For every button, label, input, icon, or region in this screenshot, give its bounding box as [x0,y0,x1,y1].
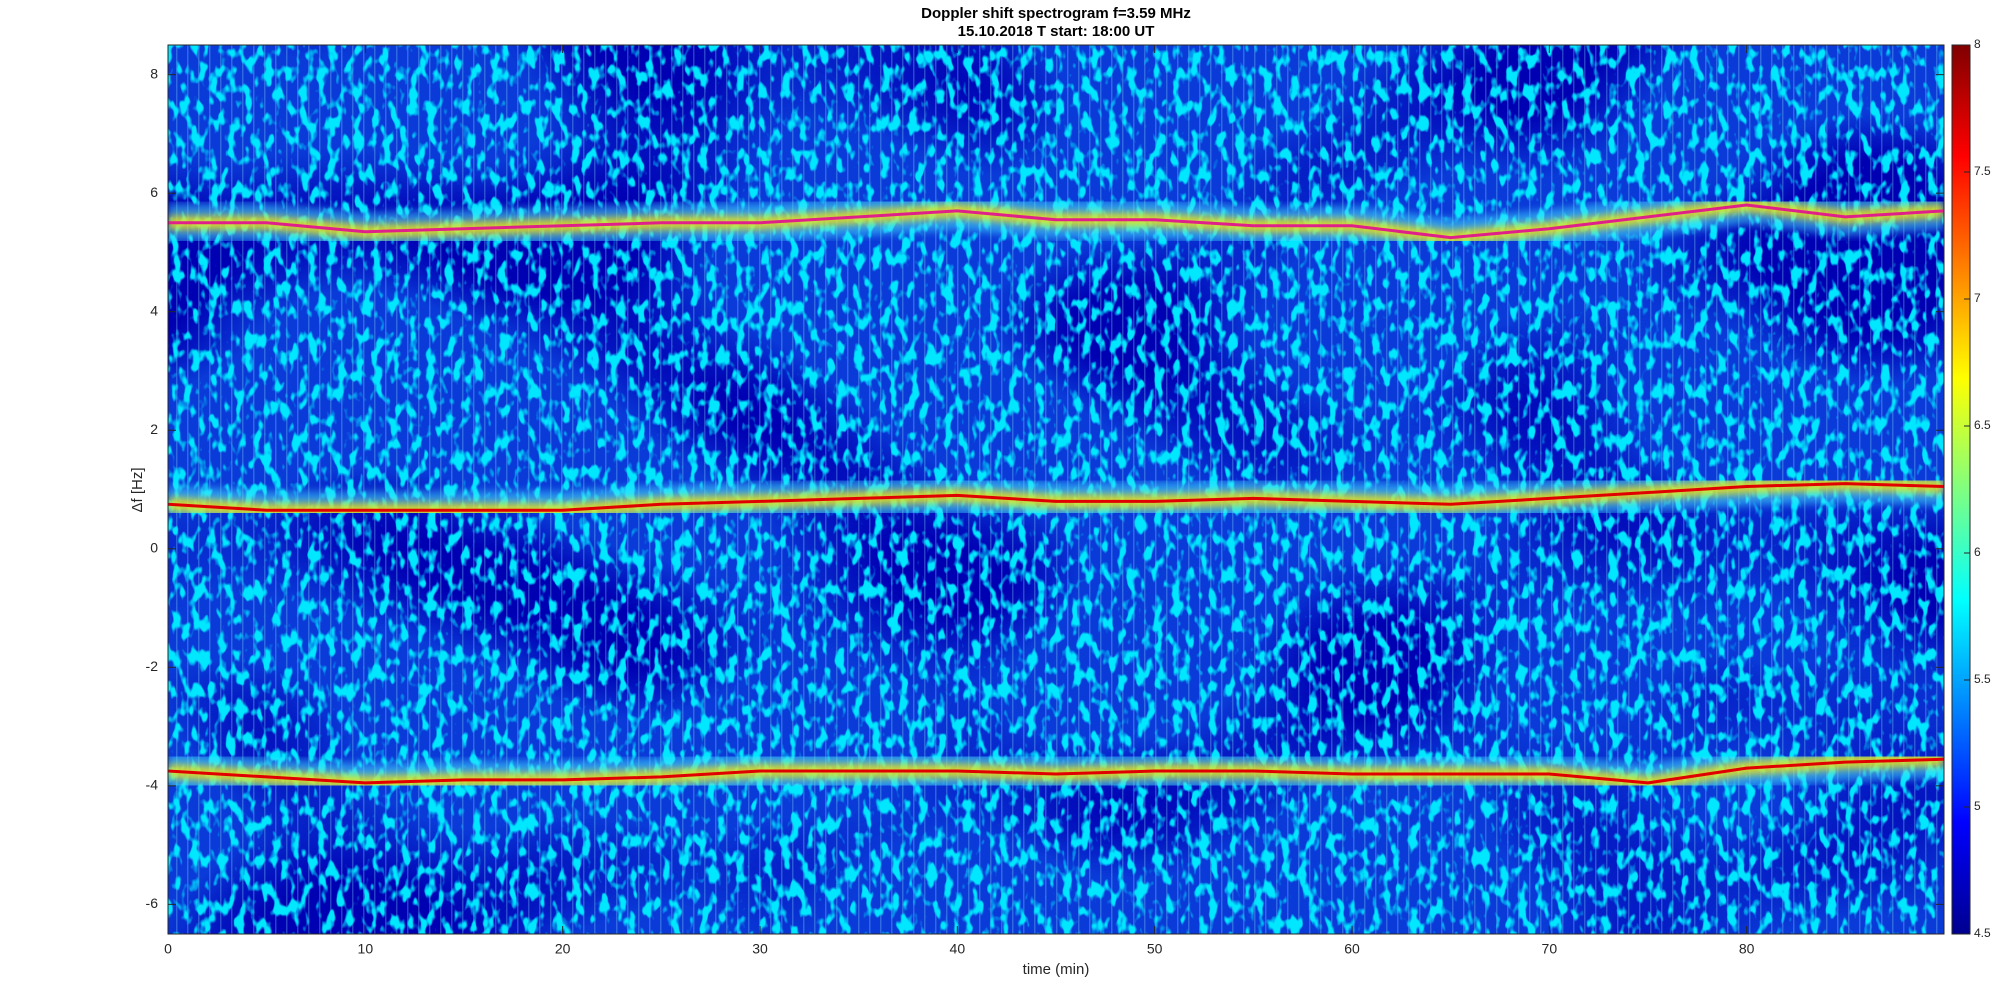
colorbar-tick-label: 7 [1974,291,1981,305]
x-tick-label: 40 [950,941,966,957]
trace-line [168,203,1944,240]
y-axis-label: Δf [Hz] [129,467,146,512]
colorbar-tick-label: 4.5 [1974,926,1991,940]
x-tick-label: 50 [1147,941,1163,957]
y-tick-label: -6 [146,895,159,911]
chart-subtitle: 15.10.2018 T start: 18:00 UT [958,23,1155,40]
colorbar-tick-label: 5.5 [1974,672,1991,686]
y-tick-label: 6 [150,184,158,200]
trace-line [168,757,1944,785]
x-tick-label: 70 [1542,941,1558,957]
x-tick-label: 10 [358,941,374,957]
colorbar-tick-label: 5 [1974,799,1981,813]
y-tick-label: 0 [150,539,158,555]
trace-line [168,482,1944,512]
chart-title: Doppler shift spectrogram f=3.59 MHz [921,5,1191,22]
x-tick-label: 20 [555,941,571,957]
colorbar-tick-label: 6 [1974,545,1981,559]
colorbar [1951,44,1971,935]
colorbar-tick-label: 8 [1974,37,1981,51]
colorbar-tick-label: 7.5 [1974,164,1991,178]
y-tick-label: 2 [150,421,158,437]
y-tick-label: 8 [150,65,158,81]
y-tick-label: -4 [146,777,159,793]
x-axis-label: time (min) [1023,961,1090,978]
x-tick-label: 0 [164,941,172,957]
colorbar-tick-label: 6.5 [1974,418,1991,432]
plot-frame [167,44,1945,935]
bands [168,186,1944,802]
y-tick-label: 4 [150,302,158,318]
y-tick-label: -2 [146,658,159,674]
x-tick-label: 80 [1739,941,1755,957]
plot-area [168,45,1944,934]
x-tick-label: 30 [752,941,768,957]
x-tick-label: 60 [1344,941,1360,957]
